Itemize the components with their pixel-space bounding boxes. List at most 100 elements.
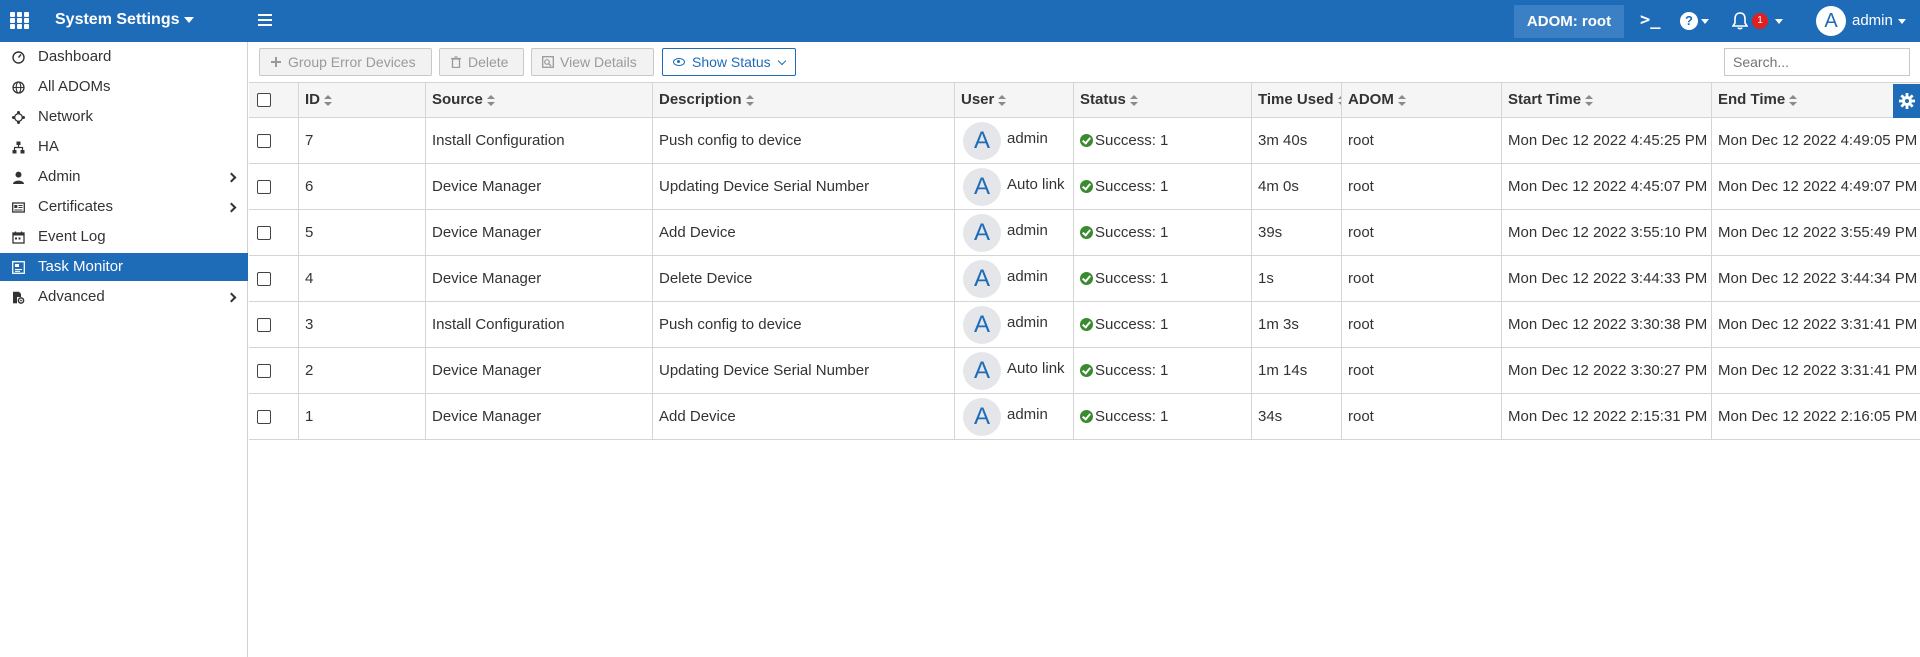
- cell-source: Device Manager: [425, 256, 652, 301]
- column-settings-button[interactable]: [1893, 84, 1920, 118]
- cli-console-icon[interactable]: >_: [1640, 10, 1661, 30]
- row-checkbox[interactable]: [257, 134, 271, 148]
- cell-adom: root: [1341, 394, 1501, 439]
- notification-caret-icon: [1775, 19, 1783, 24]
- sidebar-item-ha[interactable]: HA: [0, 133, 248, 161]
- sidebar-item-admin[interactable]: Admin: [0, 163, 248, 191]
- chevron-right-icon: [226, 202, 237, 213]
- dashboard-icon: [12, 51, 25, 64]
- chevron-right-icon: [226, 172, 237, 183]
- event-log-icon: [12, 231, 25, 244]
- cell-start-time: Mon Dec 12 2022 2:15:31 PM: [1501, 394, 1711, 439]
- plus-icon: [271, 57, 281, 67]
- network-icon: [12, 111, 25, 124]
- view-details-button[interactable]: View Details: [531, 48, 654, 76]
- table-row[interactable]: 3 Install Configuration Push config to d…: [249, 302, 1920, 348]
- help-icon[interactable]: ?: [1680, 12, 1698, 30]
- column-header-time-used[interactable]: Time Used: [1251, 83, 1341, 119]
- cell-start-time: Mon Dec 12 2022 3:44:33 PM: [1501, 256, 1711, 301]
- cell-end-time: Mon Dec 12 2022 3:31:41 PM: [1711, 302, 1920, 347]
- column-header-start-time[interactable]: Start Time: [1501, 83, 1711, 119]
- cell-description: Add Device: [652, 210, 954, 255]
- hamburger-menu-icon[interactable]: [258, 14, 272, 26]
- cell-status: Success: 1: [1073, 210, 1251, 255]
- table-row[interactable]: 2 Device Manager Updating Device Serial …: [249, 348, 1920, 394]
- success-check-icon: [1080, 271, 1093, 285]
- ha-icon: [12, 141, 25, 154]
- column-header-user[interactable]: User: [954, 83, 1073, 119]
- row-checkbox[interactable]: [257, 226, 271, 240]
- row-checkbox[interactable]: [257, 410, 271, 424]
- success-check-icon: [1080, 179, 1093, 193]
- success-check-icon: [1080, 363, 1093, 377]
- select-all-checkbox[interactable]: [257, 93, 271, 107]
- sidebar-item-all-adoms[interactable]: All ADOMs: [0, 73, 248, 101]
- cell-description: Push config to device: [652, 118, 954, 163]
- row-checkbox[interactable]: [257, 180, 271, 194]
- cell-adom: root: [1341, 348, 1501, 393]
- cell-adom: root: [1341, 118, 1501, 163]
- cell-time-used: 39s: [1251, 210, 1341, 255]
- cell-adom: root: [1341, 164, 1501, 209]
- help-caret-icon: [1701, 19, 1709, 24]
- sidebar-item-dashboard[interactable]: Dashboard: [0, 43, 248, 71]
- table-row[interactable]: 7 Install Configuration Push config to d…: [249, 118, 1920, 164]
- cell-source: Device Manager: [425, 348, 652, 393]
- column-header-adom[interactable]: ADOM: [1341, 83, 1501, 119]
- delete-button[interactable]: Delete: [439, 48, 524, 76]
- chevron-right-icon: [226, 292, 237, 303]
- column-header-id[interactable]: ID: [298, 83, 425, 119]
- sidebar-item-network[interactable]: Network: [0, 103, 248, 131]
- row-checkbox[interactable]: [257, 272, 271, 286]
- column-header-source[interactable]: Source: [425, 83, 652, 119]
- sort-icon: [486, 94, 495, 106]
- row-checkbox[interactable]: [257, 364, 271, 378]
- success-check-icon: [1080, 225, 1093, 239]
- cell-id: 6: [298, 164, 425, 209]
- cell-description: Push config to device: [652, 302, 954, 347]
- cell-source: Device Manager: [425, 394, 652, 439]
- adom-selector[interactable]: ADOM: root: [1514, 5, 1624, 38]
- user-avatar: A: [963, 260, 1001, 298]
- user-avatar: A: [963, 214, 1001, 252]
- sort-icon: [1789, 94, 1798, 106]
- trash-icon: [451, 56, 461, 68]
- search-input[interactable]: [1724, 48, 1910, 76]
- column-header-status[interactable]: Status: [1073, 83, 1251, 119]
- show-status-dropdown[interactable]: Show Status: [662, 48, 796, 76]
- column-header-end-time[interactable]: End Time: [1711, 83, 1893, 119]
- cell-time-used: 1m 14s: [1251, 348, 1341, 393]
- user-avatar[interactable]: A: [1816, 6, 1846, 36]
- row-checkbox[interactable]: [257, 318, 271, 332]
- bell-icon[interactable]: [1732, 12, 1748, 30]
- column-header-description[interactable]: Description: [652, 83, 954, 119]
- cell-time-used: 1m 3s: [1251, 302, 1341, 347]
- cell-time-used: 4m 0s: [1251, 164, 1341, 209]
- advanced-icon: [13, 291, 25, 304]
- user-menu[interactable]: admin: [1852, 12, 1893, 29]
- cell-status: Success: 1: [1073, 348, 1251, 393]
- notification-badge: 1: [1752, 13, 1768, 29]
- sidebar-item-task-monitor[interactable]: Task Monitor: [0, 253, 248, 281]
- sort-icon: [745, 94, 754, 106]
- user-avatar: A: [963, 306, 1001, 344]
- sidebar-item-event-log[interactable]: Event Log: [0, 223, 248, 251]
- app-grid-icon[interactable]: [10, 12, 30, 30]
- sidebar: Dashboard All ADOMs Network HA Admin Cer…: [0, 42, 248, 657]
- group-error-devices-button[interactable]: Group Error Devices: [259, 48, 432, 76]
- cell-description: Updating Device Serial Number: [652, 348, 954, 393]
- system-settings-menu[interactable]: System Settings: [55, 11, 195, 29]
- cell-id: 4: [298, 256, 425, 301]
- sidebar-item-certificates[interactable]: Certificates: [0, 193, 248, 221]
- table-header: ID Source Description User Status Time U…: [249, 82, 1920, 119]
- table-row[interactable]: 6 Device Manager Updating Device Serial …: [249, 164, 1920, 210]
- cell-description: Delete Device: [652, 256, 954, 301]
- sidebar-item-advanced[interactable]: Advanced: [0, 283, 248, 311]
- user-avatar: A: [963, 398, 1001, 436]
